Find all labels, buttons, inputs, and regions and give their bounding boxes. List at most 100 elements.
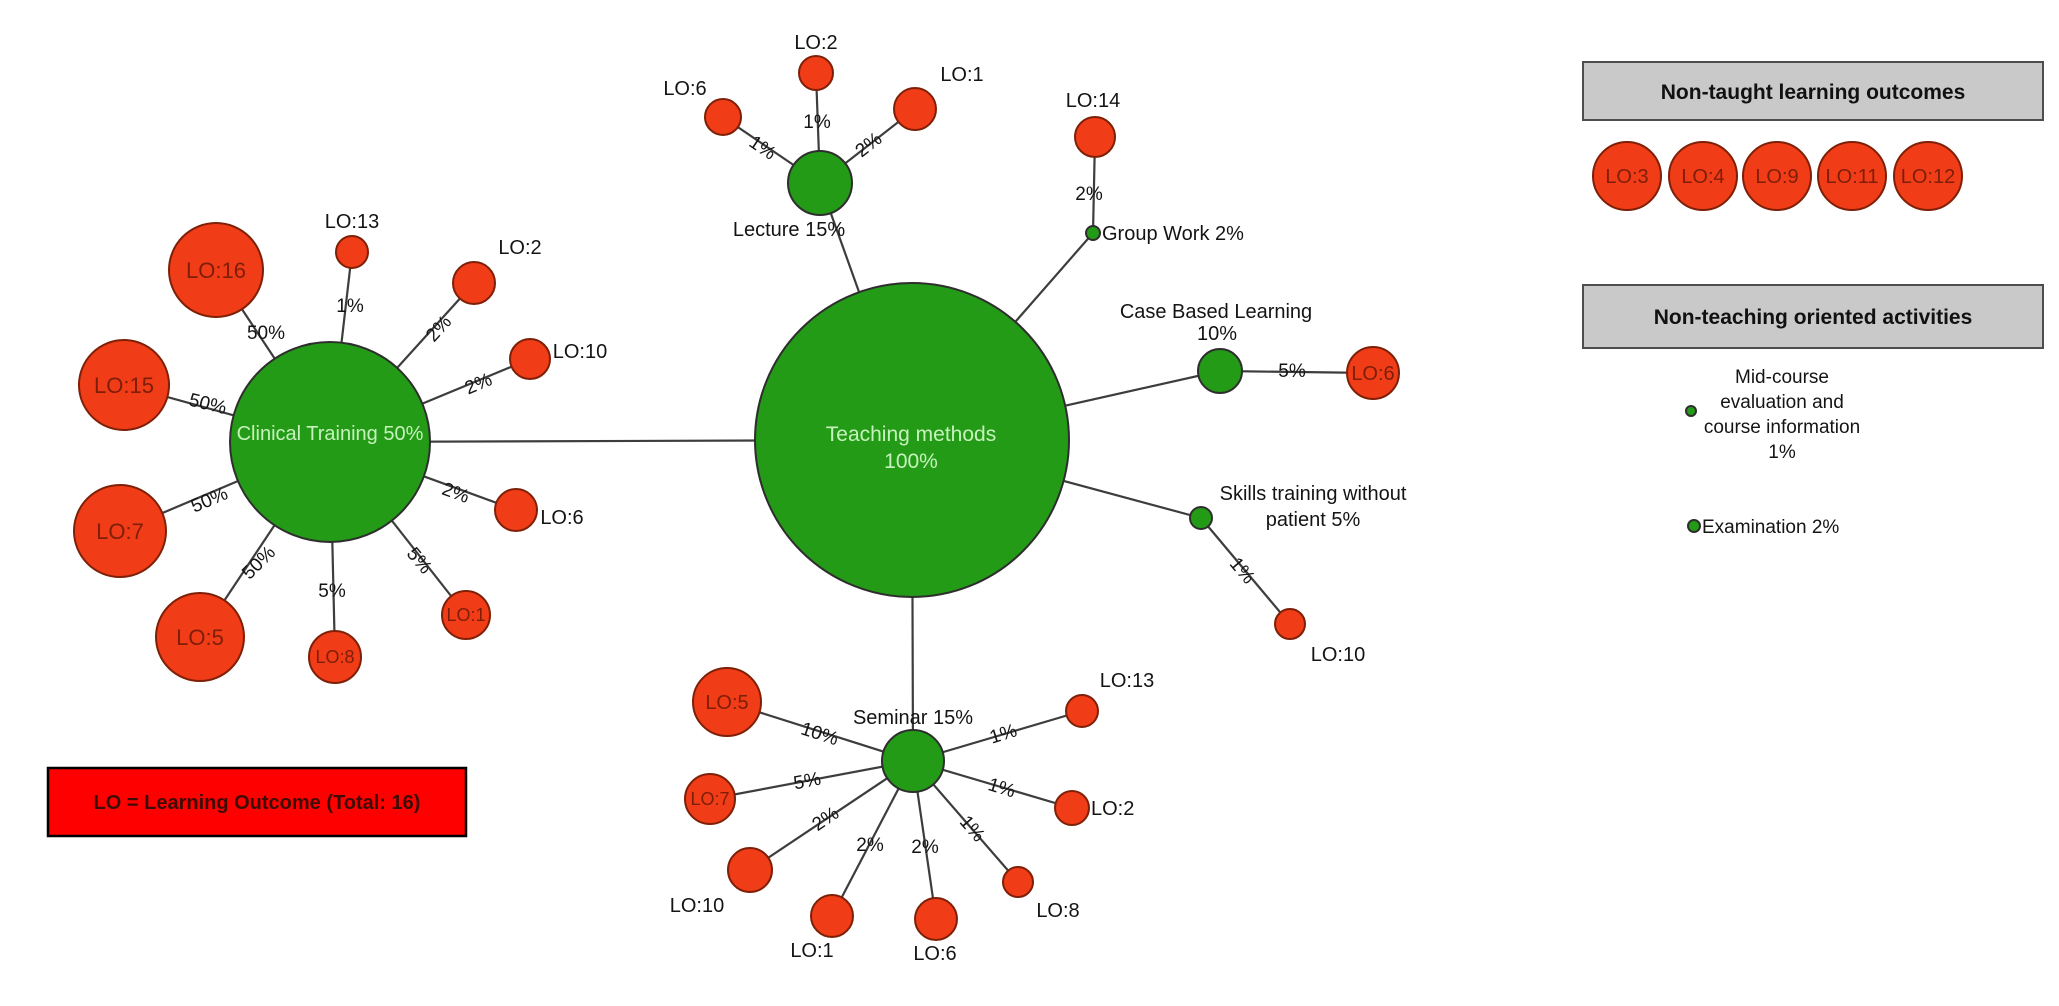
- legend-node-lo4: [1668, 141, 1738, 211]
- legend-node-lo12: [1893, 141, 1963, 211]
- legend-lo11-label: LO:11: [1826, 166, 1879, 188]
- lecture-lo6-label: LO:6: [663, 78, 706, 100]
- edge-label-clinical-lo5: 50%: [238, 542, 280, 584]
- node-clinical-lo10: [509, 338, 551, 380]
- mid-course-line3: course information: [1704, 417, 1860, 438]
- node-casebased-lo6: [1346, 346, 1400, 400]
- skills-label-line1: Skills training without: [1220, 483, 1407, 505]
- edge-label-clinical-lo16: 50%: [247, 323, 285, 344]
- seminar-lo7-label: LO:7: [690, 789, 729, 809]
- clinical-lo15-label: LO:15: [94, 373, 154, 398]
- legend-node-lo3: [1592, 141, 1662, 211]
- edge-seminar-lo10: [749, 760, 914, 871]
- lecture-lo1-label: LO:1: [940, 64, 983, 86]
- edge-label-lecture-lo2: 1%: [803, 112, 831, 133]
- edge-seminar-lo7: [709, 759, 914, 801]
- red-nodes: [73, 55, 1400, 941]
- node-groupwork-lo14: [1074, 116, 1116, 158]
- node-clinical-lo8: [308, 630, 362, 684]
- node-labels: Teaching methods 100% Clinical Training …: [94, 32, 1407, 965]
- legend-activities: Non-teaching oriented activities Mid-cou…: [1582, 284, 2044, 538]
- legend-lo4-label: LO:4: [1681, 166, 1724, 188]
- case-based-label-line1: Case Based Learning: [1120, 301, 1312, 323]
- node-seminar-lo6: [914, 897, 958, 941]
- examination-label: Examination 2%: [1702, 517, 1839, 538]
- node-skills-lo10: [1274, 608, 1306, 640]
- examination-dot: [1687, 519, 1701, 533]
- clinical-lo8-label: LO:8: [315, 647, 354, 667]
- teaching-methods-label: Teaching methods: [826, 423, 996, 446]
- node-seminar-lo5: [692, 667, 762, 737]
- groupwork-lo14-label: LO:14: [1066, 90, 1120, 112]
- node-clinical-lo2: [452, 261, 496, 305]
- mid-course-dot: [1685, 405, 1697, 417]
- edge-label-lecture-lo6: 1%: [745, 132, 780, 165]
- mid-course-line2: evaluation and: [1720, 392, 1844, 413]
- teaching-methods-percent: 100%: [884, 450, 938, 473]
- node-clinical-lo13: [335, 235, 369, 269]
- edge-label-clinical-lo7: 50%: [188, 483, 231, 517]
- clinical-lo7-label: LO:7: [96, 519, 144, 544]
- legend-node-lo9: [1742, 141, 1812, 211]
- node-clinical-training: [229, 341, 431, 543]
- node-seminar-lo13: [1065, 694, 1099, 728]
- node-clinical-lo6: [494, 488, 538, 532]
- seminar-lo10-label: LO:10: [670, 895, 724, 917]
- legend-non-taught: Non-taught learning outcomes LO:3 LO:4 L…: [1582, 61, 2044, 211]
- node-case-based-learning: [1197, 348, 1243, 394]
- edge-label-skills-lo10: 1%: [1225, 554, 1259, 589]
- node-seminar-lo2: [1054, 790, 1090, 826]
- node-clinical-lo1: [441, 590, 491, 640]
- edge-label-seminar-lo2: 1%: [985, 774, 1018, 802]
- skills-lo10-label: LO:10: [1311, 644, 1365, 666]
- case-based-label-line2: 10%: [1197, 323, 1237, 345]
- node-group-work: [1085, 225, 1101, 241]
- edge-label-seminar-lo13: 1%: [987, 720, 1020, 748]
- legend-lo9-label: LO:9: [1755, 166, 1798, 188]
- clinical-lo1-label: LO:1: [446, 605, 485, 625]
- edge-label-seminar-lo5: 10%: [798, 719, 841, 751]
- node-clinical-lo5: [155, 592, 245, 682]
- skills-label-line2: patient 5%: [1266, 509, 1361, 531]
- legend-non-taught-box: [1582, 61, 2044, 121]
- group-work-label: Group Work 2%: [1102, 223, 1244, 245]
- seminar-lo2-label: LO:2: [1091, 798, 1134, 820]
- note-text: LO = Learning Outcome (Total: 16): [94, 792, 421, 814]
- clinical-lo10-label: LO:10: [553, 341, 607, 363]
- seminar-lo5-label: LO:5: [705, 692, 748, 714]
- edge-skills-lo10: [1200, 517, 1291, 625]
- mid-course-line4: 1%: [1768, 442, 1796, 463]
- edge-label-seminar-lo6: 2%: [911, 837, 939, 858]
- node-seminar: [881, 729, 945, 793]
- clinical-lo2-label: LO:2: [498, 237, 541, 259]
- edge-label-clinical-lo2: 2%: [422, 312, 456, 347]
- edge-label-seminar-lo10: 2%: [809, 803, 844, 836]
- node-teaching-methods: [754, 282, 1070, 598]
- note-box: [46, 766, 468, 838]
- edge-label-casebased-lo6: 5%: [1278, 361, 1306, 382]
- node-seminar-lo10: [727, 847, 773, 893]
- clinical-lo5-label: LO:5: [176, 625, 224, 650]
- seminar-lo13-label: LO:13: [1100, 670, 1154, 692]
- edge-label-seminar-lo7: 5%: [792, 769, 823, 795]
- legend-lo12-label: LO:12: [1901, 166, 1955, 188]
- node-clinical-lo7: [73, 484, 167, 578]
- lecture-lo2-label: LO:2: [794, 32, 837, 54]
- seminar-lo8-label: LO:8: [1036, 900, 1079, 922]
- casebased-lo6-label: LO:6: [1351, 363, 1394, 385]
- edge-label-seminar-lo1: 2%: [856, 835, 884, 856]
- clinical-lo13-label: LO:13: [325, 211, 379, 233]
- node-skills-training: [1189, 506, 1213, 530]
- node-lecture-lo1: [893, 87, 937, 131]
- legend-activities-title: Non-teaching oriented activities: [1654, 306, 1973, 329]
- green-nodes: [229, 150, 1243, 793]
- edge-label-clinical-lo10: 2%: [462, 369, 496, 399]
- node-lecture-lo6: [704, 98, 742, 136]
- seminar-lo6-label: LO:6: [913, 943, 956, 965]
- node-seminar-lo7: [684, 773, 736, 825]
- seminar-label: Seminar 15%: [853, 707, 973, 729]
- node-seminar-lo8: [1002, 866, 1034, 898]
- legend-lo3-label: LO:3: [1605, 166, 1648, 188]
